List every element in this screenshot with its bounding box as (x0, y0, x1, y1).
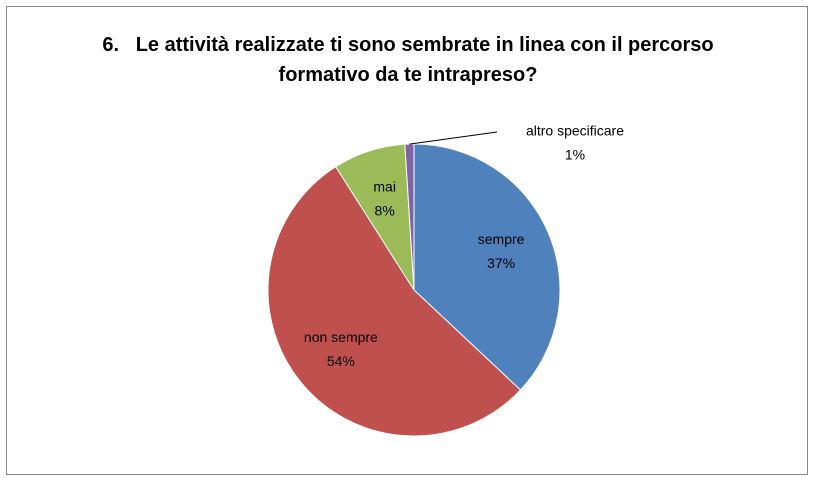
slice-value-label: 37% (487, 255, 515, 271)
slice-value-label: 54% (327, 353, 355, 369)
leader-line (409, 131, 498, 145)
slice-label: non sempre (304, 329, 378, 345)
pie-slice (413, 143, 561, 391)
slice-label: mai (373, 178, 396, 194)
pie-slice (267, 166, 522, 437)
chart-frame (6, 6, 808, 475)
slice-value-label: 1% (565, 147, 585, 163)
slice-label: sempre (478, 231, 525, 247)
slice-label: altro specificare (526, 123, 624, 139)
chart-title: 6. Le attività realizzate ti sono sembra… (102, 34, 720, 86)
slice-value-label: 8% (375, 202, 395, 218)
